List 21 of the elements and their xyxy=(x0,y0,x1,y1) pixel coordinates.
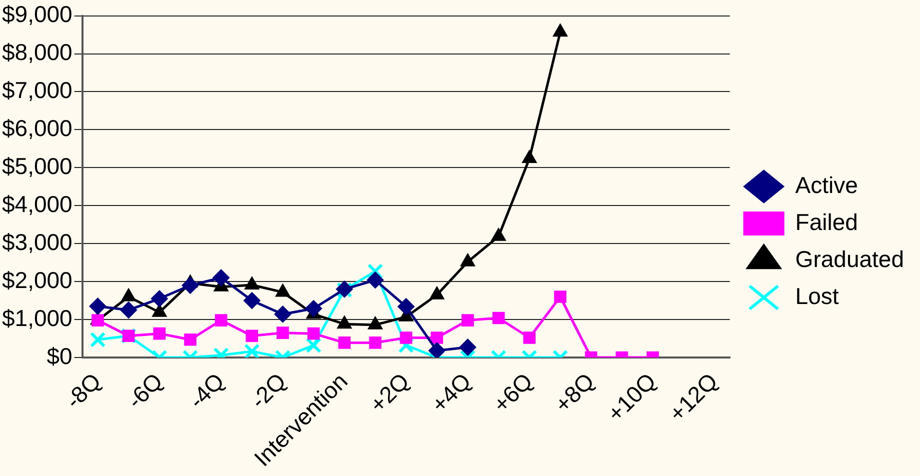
x-tick-label: -6Q xyxy=(122,368,168,414)
y-tick-label: $3,000 xyxy=(2,228,72,255)
y-tick-label: $1,000 xyxy=(2,304,72,331)
legend-label: Failed xyxy=(795,208,858,235)
legend-label: Graduated xyxy=(795,246,904,272)
y-tick-label: $4,000 xyxy=(2,190,72,217)
y-tick-label: $9,000 xyxy=(2,1,72,28)
x-tick-label: +6Q xyxy=(488,368,538,418)
y-tick-label: $5,000 xyxy=(2,153,72,180)
y-tick-label: $8,000 xyxy=(2,39,72,66)
y-tick-label: $6,000 xyxy=(2,115,72,142)
x-tick-label: +8Q xyxy=(550,368,600,418)
y-tick-label: $2,000 xyxy=(2,266,72,293)
x-tick-label: +4Q xyxy=(426,368,476,418)
legend-label: Active xyxy=(795,172,858,198)
x-tick-label: -4Q xyxy=(184,368,230,414)
y-tick-label: $0 xyxy=(46,342,72,369)
x-tick-label: -8Q xyxy=(60,368,106,414)
x-tick-label: +2Q xyxy=(364,368,414,418)
legend-label: Lost xyxy=(795,282,840,309)
y-tick-label: $7,000 xyxy=(2,77,72,104)
